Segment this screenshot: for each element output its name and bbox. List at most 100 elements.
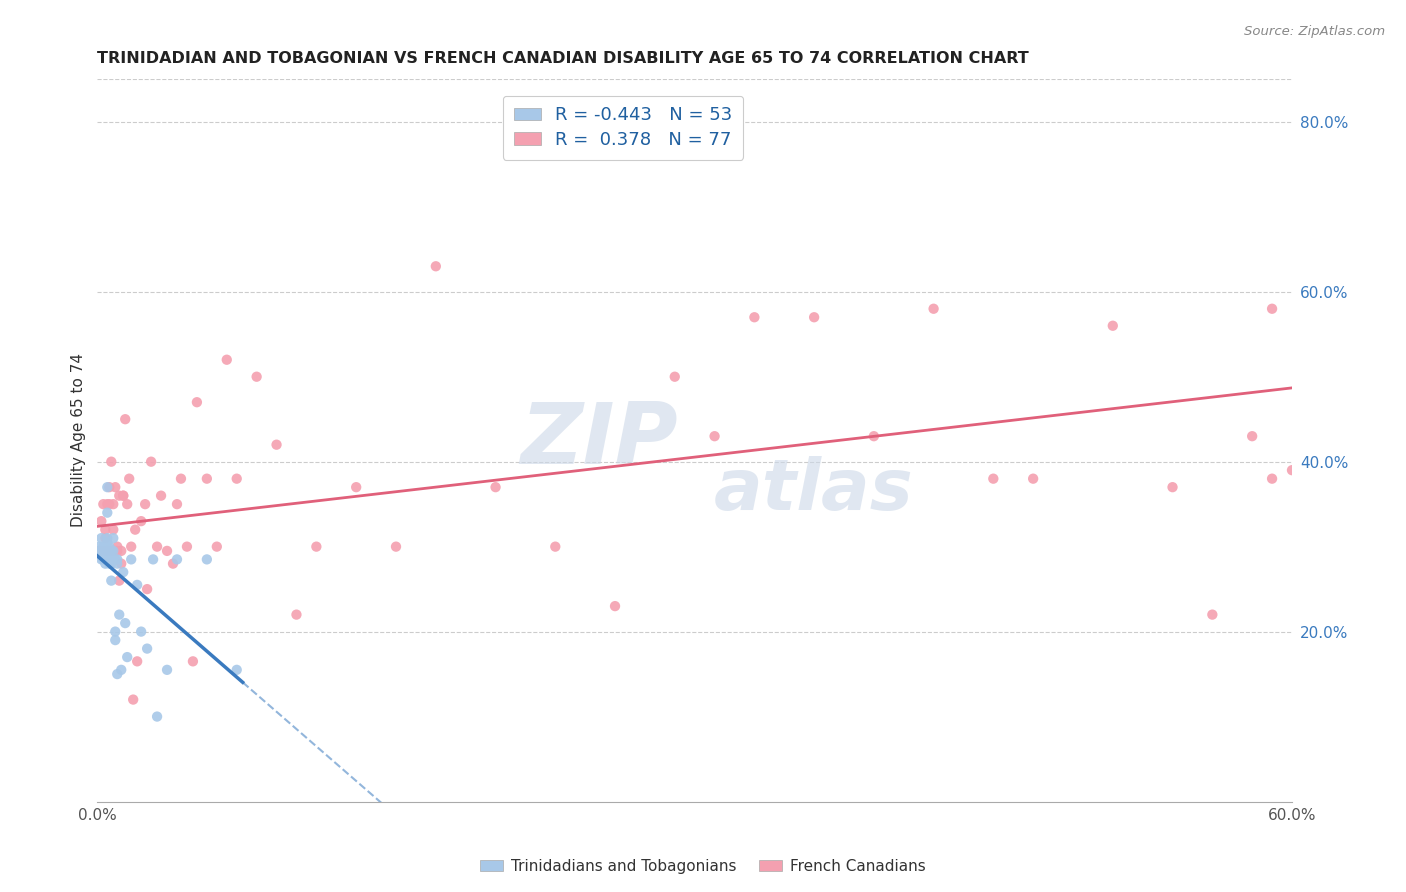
Text: ZIP: ZIP (520, 399, 678, 482)
Point (195, 472, 218, 486)
Point (100, 557, 122, 571)
Point (1301, 200, 1323, 214)
Point (195, 552, 218, 566)
Point (1161, 480, 1184, 494)
Point (114, 616, 136, 631)
Point (1281, 463, 1303, 477)
Point (112, 489, 135, 503)
Point (94, 548, 117, 562)
Point (100, 552, 122, 566)
Point (118, 472, 141, 486)
Point (122, 692, 145, 706)
Point (129, 514, 152, 528)
Point (90, 544, 112, 558)
Point (484, 480, 506, 494)
Point (104, 624, 127, 639)
Point (1261, 301, 1284, 316)
Point (112, 565, 135, 579)
Point (100, 455, 122, 469)
Point (981, 472, 1004, 486)
Point (96, 506, 118, 520)
Point (110, 557, 132, 571)
Point (166, 497, 188, 511)
Point (96, 531, 118, 545)
Point (225, 472, 247, 486)
Point (105, 544, 128, 558)
Point (162, 557, 184, 571)
Point (91, 552, 114, 566)
Point (105, 540, 128, 554)
Point (105, 667, 128, 681)
Point (90, 531, 112, 545)
Point (96, 480, 118, 494)
Point (115, 650, 138, 665)
Point (98, 544, 121, 558)
Point (181, 654, 204, 668)
Text: atlas: atlas (714, 457, 914, 525)
Point (136, 582, 159, 596)
Point (103, 552, 125, 566)
Point (156, 544, 179, 558)
Text: TRINIDADIAN AND TOBAGONIAN VS FRENCH CANADIAN DISABILITY AGE 65 TO 74 CORRELATIO: TRINIDADIAN AND TOBAGONIAN VS FRENCH CAN… (97, 51, 1029, 66)
Point (94, 523, 117, 537)
Point (100, 544, 122, 558)
Point (664, 369, 686, 384)
Point (91, 544, 114, 558)
Point (176, 540, 198, 554)
Point (246, 369, 269, 384)
Point (425, 260, 447, 274)
Point (90, 548, 112, 562)
Point (103, 523, 125, 537)
Point (110, 663, 132, 677)
Point (385, 540, 408, 554)
Point (94, 552, 117, 566)
Point (108, 574, 131, 588)
Point (112, 489, 135, 503)
Point (100, 544, 122, 558)
Point (98, 544, 121, 558)
Point (142, 552, 165, 566)
Point (91, 540, 114, 554)
Point (1201, 607, 1223, 622)
Point (115, 497, 138, 511)
Point (1261, 472, 1284, 486)
Point (94, 544, 117, 558)
Point (266, 438, 288, 452)
Point (1101, 318, 1123, 333)
Point (94, 531, 117, 545)
Point (98, 497, 121, 511)
Y-axis label: Disability Age 65 to 74: Disability Age 65 to 74 (72, 353, 86, 527)
Point (120, 552, 142, 566)
Point (104, 480, 127, 494)
Point (139, 455, 162, 469)
Point (150, 489, 173, 503)
Point (91, 544, 114, 558)
Point (91, 548, 114, 562)
Point (98, 552, 121, 566)
Point (703, 429, 725, 443)
Point (91, 544, 114, 558)
Point (305, 540, 328, 554)
Legend: R = -0.443   N = 53, R =  0.378   N = 77: R = -0.443 N = 53, R = 0.378 N = 77 (503, 95, 744, 160)
Point (98, 540, 121, 554)
Point (120, 540, 142, 554)
Point (90, 552, 112, 566)
Point (803, 310, 825, 325)
Point (105, 552, 128, 566)
Point (170, 472, 193, 486)
Point (105, 557, 128, 571)
Point (146, 709, 169, 723)
Point (104, 544, 127, 558)
Point (108, 489, 131, 503)
Point (114, 412, 136, 426)
Point (104, 633, 127, 648)
Point (186, 395, 208, 409)
Point (90, 514, 112, 528)
Point (89, 544, 111, 558)
Point (100, 574, 122, 588)
Point (344, 480, 367, 494)
Point (863, 429, 886, 443)
Point (134, 497, 156, 511)
Point (922, 301, 945, 316)
Point (103, 544, 125, 558)
